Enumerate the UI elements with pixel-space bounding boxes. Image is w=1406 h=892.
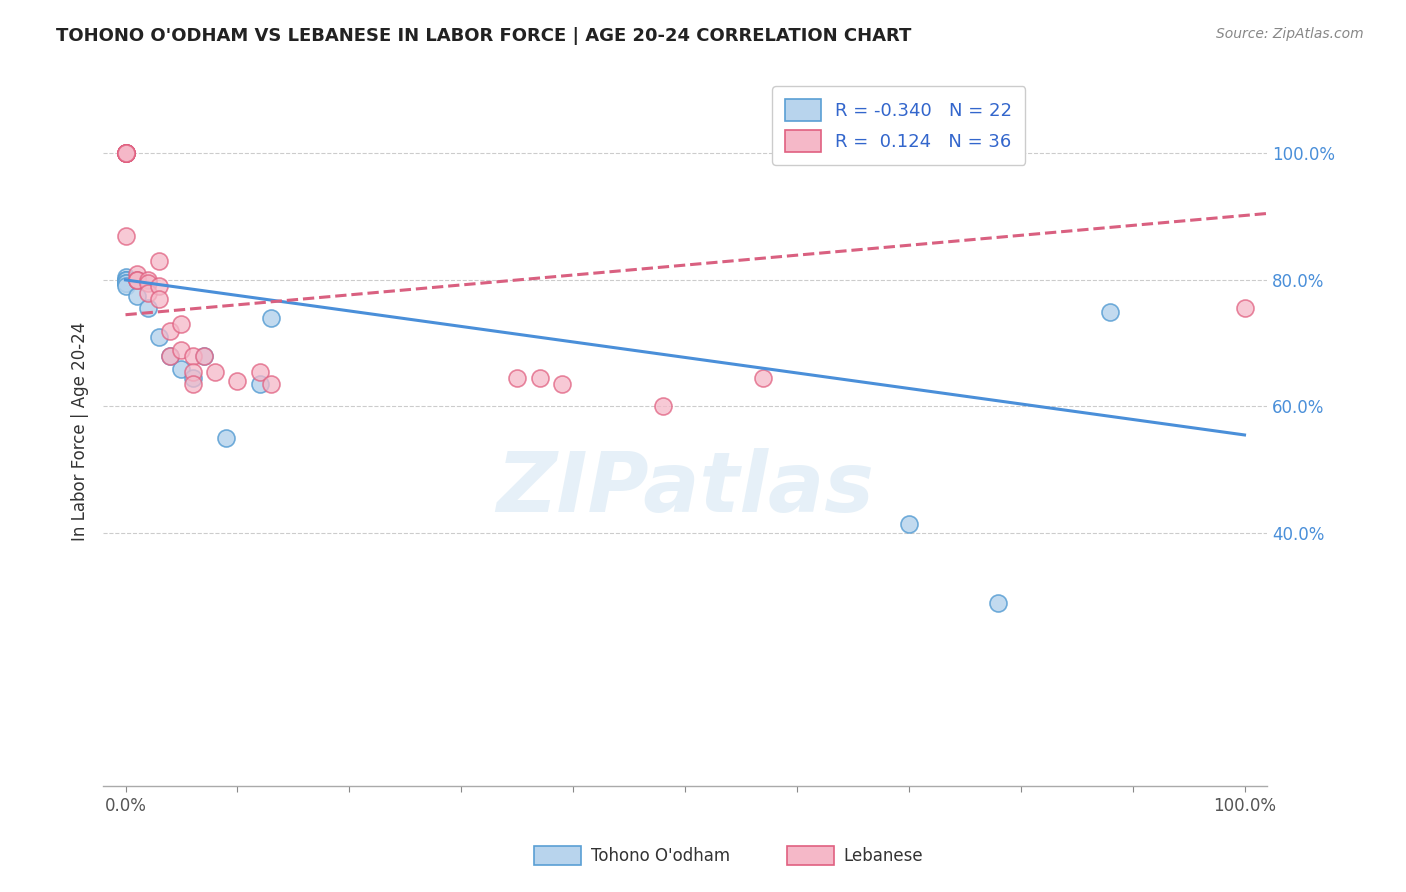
Point	[651, 400, 673, 414]
Point	[170, 317, 193, 331]
Point	[260, 310, 283, 325]
Text: ZIPatlas: ZIPatlas	[496, 448, 875, 529]
Point	[125, 267, 148, 281]
Point	[136, 276, 159, 290]
Point	[136, 273, 159, 287]
Point	[204, 365, 226, 379]
Point	[125, 273, 148, 287]
Point	[114, 273, 136, 287]
Point	[114, 146, 136, 161]
Point	[987, 596, 1010, 610]
Legend: R = -0.340   N = 22, R =  0.124   N = 36: R = -0.340 N = 22, R = 0.124 N = 36	[772, 87, 1025, 165]
Point	[125, 289, 148, 303]
Point	[114, 269, 136, 284]
Point	[136, 301, 159, 316]
Point	[114, 276, 136, 290]
Point	[249, 365, 271, 379]
Point	[215, 431, 238, 445]
Text: Lebanese: Lebanese	[844, 847, 924, 865]
Point	[136, 285, 159, 300]
Point	[193, 349, 215, 363]
Point	[148, 330, 170, 344]
Point	[159, 324, 181, 338]
Point	[529, 371, 551, 385]
Point	[260, 377, 283, 392]
Point	[114, 228, 136, 243]
Point	[1233, 301, 1256, 316]
Point	[114, 146, 136, 161]
Point	[193, 349, 215, 363]
Point	[114, 273, 136, 287]
Text: TOHONO O'ODHAM VS LEBANESE IN LABOR FORCE | AGE 20-24 CORRELATION CHART: TOHONO O'ODHAM VS LEBANESE IN LABOR FORC…	[56, 27, 911, 45]
Point	[181, 371, 204, 385]
Point	[148, 279, 170, 293]
Point	[148, 292, 170, 306]
Point	[114, 146, 136, 161]
Point	[181, 365, 204, 379]
Point	[114, 146, 136, 161]
Point	[114, 279, 136, 293]
Point	[114, 276, 136, 290]
Point	[114, 146, 136, 161]
Point	[170, 361, 193, 376]
Point	[114, 146, 136, 161]
Point	[226, 374, 249, 388]
Point	[159, 349, 181, 363]
Point	[114, 146, 136, 161]
Y-axis label: In Labor Force | Age 20-24: In Labor Force | Age 20-24	[72, 322, 89, 541]
Point	[170, 343, 193, 357]
Point	[114, 273, 136, 287]
Text: Tohono O'odham: Tohono O'odham	[591, 847, 730, 865]
Point	[114, 146, 136, 161]
Point	[249, 377, 271, 392]
Text: Source: ZipAtlas.com: Source: ZipAtlas.com	[1216, 27, 1364, 41]
Point	[125, 273, 148, 287]
Point	[1099, 304, 1122, 318]
Point	[181, 349, 204, 363]
Point	[148, 254, 170, 268]
Point	[551, 377, 574, 392]
Point	[181, 377, 204, 392]
Point	[506, 371, 529, 385]
Point	[897, 516, 920, 531]
Point	[159, 349, 181, 363]
Point	[125, 273, 148, 287]
Point	[114, 276, 136, 290]
Point	[752, 371, 775, 385]
